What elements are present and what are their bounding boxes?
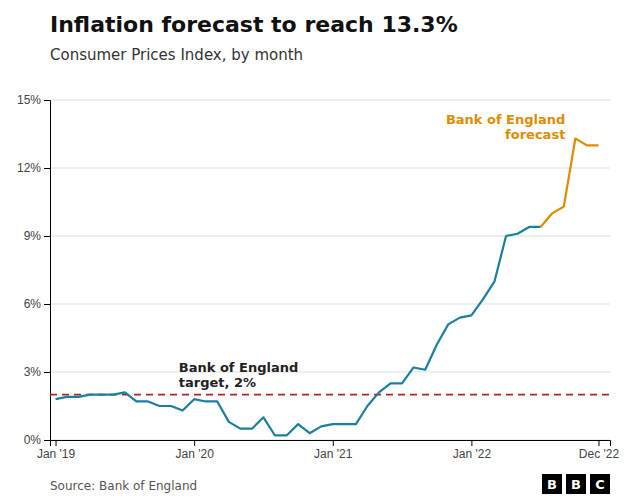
series-annotation: Bank of Englandforecast	[446, 112, 565, 142]
y-tick-mark	[44, 236, 50, 237]
y-tick: 9%	[24, 229, 50, 243]
logo-box	[590, 474, 610, 494]
x-tick-label: Jan '21	[314, 447, 353, 461]
plot-area: 0%3%6%9%12%15%Jan '19Jan '20Jan '21Jan '…	[17, 93, 620, 460]
x-tick-label: Dec '22	[579, 447, 620, 461]
logo-letter: B	[547, 477, 557, 492]
x-tick-mark	[333, 440, 334, 446]
grid-line	[50, 236, 610, 237]
series-line	[541, 139, 599, 227]
logo-letter: C	[595, 477, 605, 492]
y-tick-mark	[44, 100, 50, 101]
y-tick-label: 3%	[24, 365, 42, 379]
logo: BBC	[542, 474, 610, 494]
y-tick-label: 6%	[24, 297, 42, 311]
logo-letter: B	[571, 477, 581, 492]
x-tick: Jan '20	[175, 440, 214, 461]
x-axis: Jan '19 Jan '20 Jan '21 Jan '22 Dec '22	[37, 440, 620, 461]
marks	[50, 139, 610, 436]
x-tick-mark	[598, 440, 599, 446]
y-tick: 15%	[17, 93, 50, 107]
x-tick-label: Jan '20	[175, 447, 214, 461]
x-tick-label: Jan '19	[37, 447, 76, 461]
logo-box	[566, 474, 586, 494]
y-tick-label: 12%	[17, 161, 41, 175]
y-tick-label: 0%	[24, 433, 42, 447]
text-line: Bank of England	[446, 112, 565, 127]
y-tick-label: 15%	[17, 93, 41, 107]
logo-box	[542, 474, 562, 494]
grid-line	[50, 304, 610, 305]
target-line	[50, 394, 610, 396]
y-tick: 12%	[17, 161, 50, 175]
y-tick-mark	[44, 440, 50, 441]
x-tick: Jan '22	[453, 440, 492, 461]
chart: Inflation forecast to reach 13.3% Consume…	[0, 0, 640, 500]
y-tick-mark	[44, 304, 50, 305]
grid	[50, 100, 610, 440]
y-tick-label: 9%	[24, 229, 42, 243]
y-tick-mark	[44, 168, 50, 169]
grid-line	[50, 100, 610, 101]
series-line	[56, 227, 541, 436]
y-axis: 0% 3% 6% 9% 12% 15%	[17, 93, 51, 447]
x-tick-label: Jan '22	[453, 447, 492, 461]
y-tick-mark	[44, 372, 50, 373]
title: Inflation forecast to reach 13.3%	[50, 12, 458, 37]
y-tick: 3%	[24, 365, 50, 379]
x-tick-mark	[471, 440, 472, 446]
x-tick: Jan '19	[37, 440, 76, 461]
x-axis-line	[51, 441, 611, 447]
source: Source: Bank of England	[50, 479, 197, 493]
x-tick: Dec '22	[579, 440, 620, 461]
subtitle: Consumer Prices Index, by month	[50, 46, 303, 64]
grid-line	[50, 372, 610, 373]
y-axis-line	[44, 101, 51, 441]
x-tick-mark	[56, 440, 57, 446]
x-tick-mark	[194, 440, 195, 446]
text-line: forecast	[505, 127, 565, 142]
grid-line	[50, 168, 610, 169]
text-line: target, 2%	[179, 375, 256, 390]
target-annotation: Bank of Englandtarget, 2%	[179, 360, 298, 390]
x-tick: Jan '21	[314, 440, 353, 461]
text-line: Bank of England	[179, 360, 298, 375]
y-tick: 0%	[24, 433, 50, 447]
annotations: Bank of EnglandforecastBank of Englandta…	[179, 112, 566, 390]
y-tick: 6%	[24, 297, 50, 311]
